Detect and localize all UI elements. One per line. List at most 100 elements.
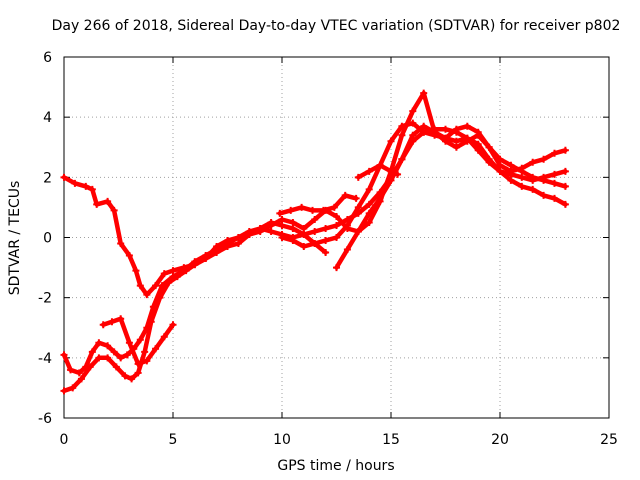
data-point [300, 243, 308, 251]
data-point [267, 221, 275, 229]
data-point [300, 230, 308, 238]
data-point [529, 173, 537, 181]
data-point [77, 375, 85, 383]
y-tick-label: 2 [43, 170, 52, 186]
data-point [420, 89, 428, 97]
data-point [352, 194, 360, 202]
data-point [376, 194, 384, 202]
data-point [152, 282, 160, 290]
data-point [121, 372, 129, 380]
data-point [485, 143, 493, 151]
data-point [365, 167, 373, 175]
data-point [276, 209, 284, 217]
data-point [354, 173, 362, 181]
x-tick-label: 15 [382, 432, 400, 448]
data-point [387, 137, 395, 145]
data-point [561, 200, 569, 208]
data-point [551, 149, 558, 157]
y-tick-label: 4 [43, 110, 52, 126]
data-point [322, 237, 330, 245]
data-point [88, 185, 96, 193]
x-axis-label: GPS time / hours [277, 458, 394, 474]
data-point [551, 179, 558, 187]
data-point [136, 336, 144, 344]
data-point [387, 176, 395, 184]
data-point [160, 270, 168, 278]
data-point [452, 137, 460, 145]
data-point [147, 318, 155, 326]
data-point [529, 158, 537, 166]
data-point [289, 237, 297, 245]
data-point [75, 369, 83, 377]
y-tick-label: 6 [43, 50, 52, 66]
data-point [561, 167, 569, 175]
x-tick-label: 20 [491, 432, 509, 448]
data-point [507, 176, 515, 184]
data-point [561, 146, 569, 154]
data-point [409, 119, 417, 127]
data-point [108, 318, 116, 326]
data-point [463, 134, 471, 142]
data-point [278, 215, 286, 223]
data-point [213, 243, 221, 251]
data-point [104, 354, 112, 362]
data-point [125, 339, 133, 347]
data-point [143, 357, 151, 365]
data-point [496, 167, 504, 175]
data-point [442, 125, 449, 133]
x-tick-label: 0 [60, 432, 69, 448]
data-point [117, 354, 125, 362]
data-point [540, 176, 548, 184]
data-point [365, 200, 373, 208]
data-point [431, 128, 439, 136]
data-point [298, 203, 306, 211]
y-tick-label: -4 [38, 351, 52, 367]
x-tick-label: 5 [169, 432, 178, 448]
data-point [287, 206, 295, 214]
data-point [71, 179, 79, 187]
y-axis-label: SDTVAR / TECUs [7, 181, 23, 296]
data-point [69, 384, 77, 392]
data-point [398, 155, 406, 163]
x-tick-label: 10 [273, 432, 291, 448]
data-point [169, 321, 177, 329]
data-point [551, 194, 558, 202]
data-point [245, 230, 253, 238]
data-point [95, 339, 103, 347]
data-point [398, 131, 406, 139]
data-point [289, 224, 297, 232]
data-point [518, 173, 526, 181]
data-point [256, 227, 264, 235]
data-point [376, 161, 384, 169]
series-arc-6 [334, 123, 568, 270]
data-point [86, 363, 94, 371]
data-point [267, 227, 275, 235]
data-point [123, 351, 131, 359]
data-point [311, 215, 319, 223]
data-point [60, 351, 68, 359]
data-point [82, 182, 90, 190]
chart-title: Day 266 of 2018, Sidereal Day-to-day VTE… [52, 18, 621, 34]
data-point [110, 206, 118, 214]
data-point [156, 294, 164, 302]
data-point [234, 240, 242, 248]
data-point [136, 282, 144, 290]
data-point [474, 128, 482, 136]
data-point [343, 221, 351, 229]
data-point [398, 122, 406, 130]
data-point [202, 255, 210, 263]
data-point [165, 279, 173, 287]
data-point [125, 252, 133, 260]
data-point [311, 240, 319, 248]
data-point [160, 333, 168, 341]
data-point [152, 345, 160, 353]
data-point [182, 267, 190, 275]
data-point [485, 155, 493, 163]
data-point [452, 143, 460, 151]
data-point [518, 164, 526, 172]
data-point [529, 185, 537, 193]
data-point [67, 366, 75, 374]
data-point [134, 369, 142, 377]
data-point [132, 267, 140, 275]
data-series [60, 89, 569, 395]
